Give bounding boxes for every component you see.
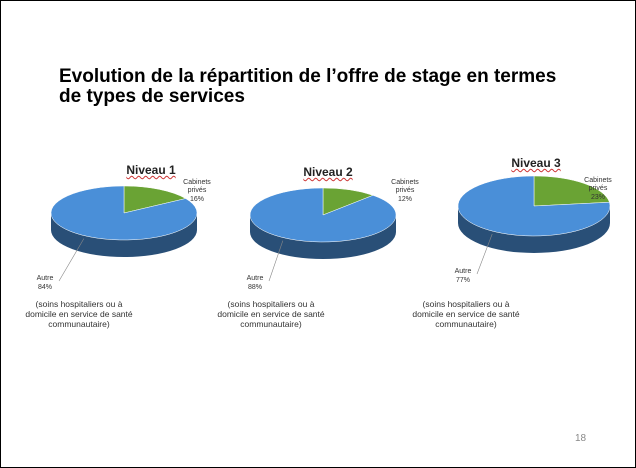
page-number: 18	[575, 433, 587, 444]
category-label: Cabinets privés	[584, 177, 612, 192]
value-label: 12%	[397, 196, 413, 203]
pie-slice	[533, 175, 610, 207]
pie-slice	[249, 187, 397, 243]
slide-title: Evolution de la répartition de l’offre d…	[59, 66, 557, 107]
pie-chart	[249, 187, 397, 282]
value-label: 88%	[247, 284, 263, 291]
category-label: Cabinets privés	[391, 179, 419, 194]
leader-line	[476, 233, 493, 275]
pie-slice	[123, 185, 187, 214]
annotation: (soins hospitaliers ou à domicile en ser…	[25, 299, 133, 329]
pie-chart	[50, 185, 198, 282]
category-label: Autre	[454, 268, 472, 275]
annotation: (soins hospitaliers ou à domicile en ser…	[412, 299, 520, 329]
value-label: 84%	[37, 284, 53, 291]
value-label: 77%	[455, 277, 471, 284]
pie-side	[51, 213, 197, 257]
pie-slice	[457, 175, 611, 237]
value-label: 16%	[189, 196, 205, 203]
value-label: 23%	[590, 194, 606, 201]
pie-side	[250, 215, 396, 259]
category-label: Autre	[36, 275, 54, 282]
chart-title: Niveau 1	[126, 163, 176, 177]
pie-slice	[50, 185, 198, 241]
category-label: Cabinets privés	[183, 179, 211, 194]
pie-chart	[457, 175, 611, 275]
pie-side	[458, 206, 610, 253]
chart-title: Niveau 2	[303, 165, 353, 179]
leader-line	[268, 240, 284, 282]
category-label: Autre	[246, 275, 264, 282]
annotation: (soins hospitaliers ou à domicile en ser…	[217, 299, 325, 329]
leader-line	[58, 238, 85, 282]
chart-title: Niveau 3	[511, 156, 561, 170]
